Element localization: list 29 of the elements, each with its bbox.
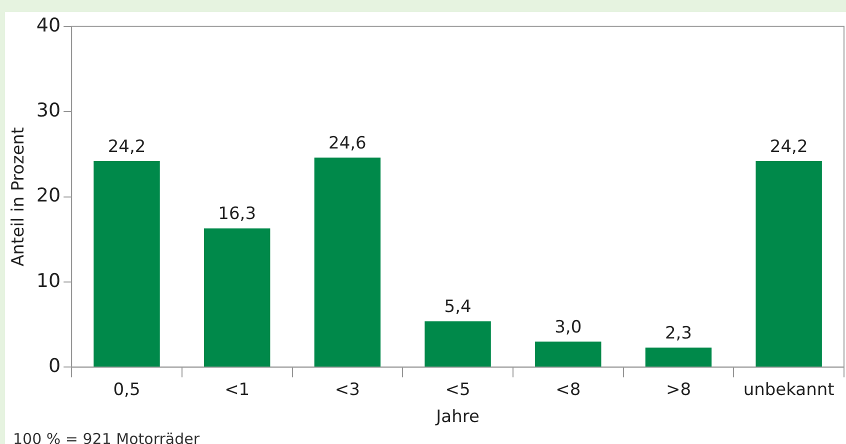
data-label: 3,0 (554, 318, 582, 338)
x-tick-label: <1 (224, 380, 250, 400)
bar (94, 161, 160, 367)
data-label: 2,3 (664, 324, 692, 344)
x-tick-label: >8 (666, 380, 692, 400)
x-tick-label: unbekannt (743, 380, 835, 400)
x-tick-label: <8 (556, 380, 581, 400)
y-tick-label: 40 (36, 14, 61, 36)
y-tick-label: 0 (48, 355, 61, 378)
bar (645, 348, 712, 367)
data-label: 24,2 (108, 136, 146, 157)
data-label: 16,3 (218, 204, 256, 224)
text: 100 % = 921 Motorräder (13, 430, 200, 444)
bar (535, 342, 602, 367)
y-tick-label: 30 (36, 100, 61, 122)
x-tick-label: 0,5 (113, 380, 140, 400)
data-label: 24,2 (770, 136, 808, 157)
y-axis-title: Anteil in Prozent (8, 126, 29, 266)
bar (424, 321, 491, 367)
bar (756, 161, 822, 367)
y-tick-label: 20 (36, 184, 61, 207)
x-tick-label: <5 (445, 380, 470, 400)
x-tick-label: <3 (334, 380, 360, 400)
bar (204, 228, 270, 367)
y-tick-label: 10 (36, 270, 61, 292)
data-label: 5,4 (444, 297, 472, 318)
x-axis-title: Jahre (435, 407, 480, 428)
data-label: 24,6 (328, 134, 366, 154)
bar (314, 158, 381, 367)
